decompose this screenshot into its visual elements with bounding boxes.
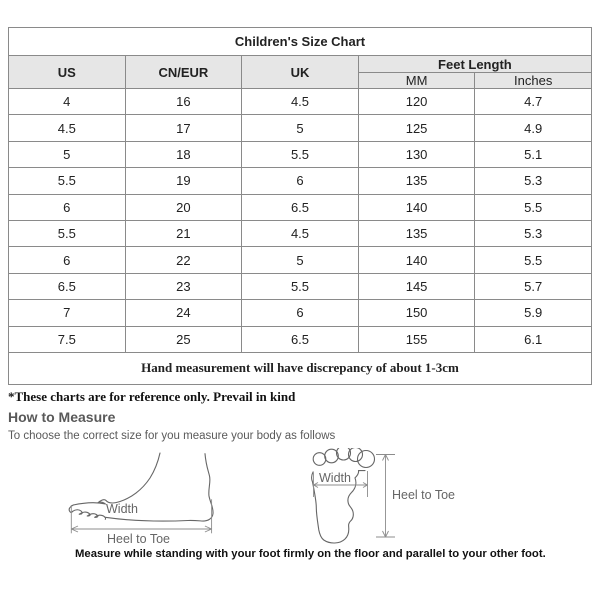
svg-text:Width: Width [106, 502, 138, 516]
svg-text:Width: Width [319, 471, 351, 485]
svg-text:Heel to Toe: Heel to Toe [392, 488, 455, 502]
